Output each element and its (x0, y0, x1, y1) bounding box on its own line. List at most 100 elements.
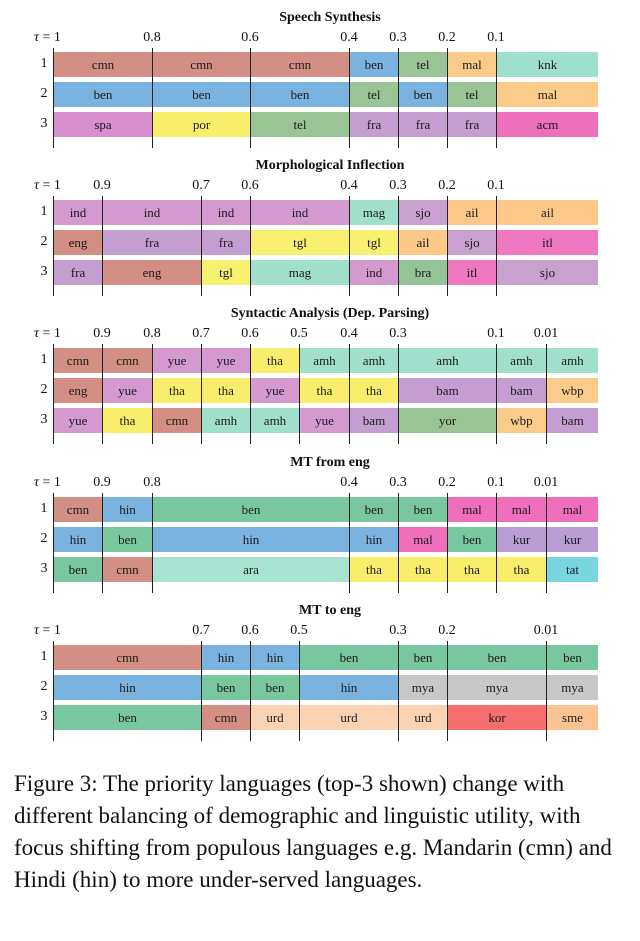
language-cell-itl: itl (497, 230, 598, 255)
language-cell-mal: mal (547, 497, 598, 522)
tick-line (299, 344, 300, 444)
language-cell-cmn: cmn (202, 705, 250, 730)
tau-tick: 0.8 (143, 30, 161, 45)
tau-tick: 0.01 (533, 623, 559, 638)
tick-line (152, 344, 153, 444)
tau-tick: 0.9 (93, 326, 111, 341)
language-cell-ail: ail (399, 230, 447, 255)
language-cell-bra: bra (399, 260, 447, 285)
language-cell-mal: mal (497, 82, 598, 107)
language-cell-bam: bam (547, 408, 598, 433)
language-cell-fra: fra (448, 112, 496, 137)
rank-label: 1 (40, 56, 48, 71)
tick-line (152, 493, 153, 593)
tick-line (250, 641, 251, 741)
language-cell-yue: yue (103, 378, 152, 403)
rank-label: 1 (40, 352, 48, 367)
language-cell-tgl: tgl (251, 230, 349, 255)
tau-tick: 0.4 (340, 30, 358, 45)
language-cell-ben: ben (103, 527, 152, 552)
language-cell-yue: yue (54, 408, 102, 433)
language-cell-mal: mal (448, 497, 496, 522)
tau-tick: 0.6 (241, 623, 259, 638)
language-cell-tel: tel (251, 112, 349, 137)
language-cell-cmn: cmn (251, 52, 349, 77)
language-cell-spa: spa (54, 112, 152, 137)
language-cell-mag: mag (350, 200, 398, 225)
tick-line (53, 196, 54, 296)
tau-label: τ = 1 (34, 623, 61, 638)
language-cell-ind: ind (251, 200, 349, 225)
language-cell-tha: tha (448, 557, 496, 582)
panel-title: MT from eng (290, 455, 370, 470)
language-cell-ben: ben (399, 82, 447, 107)
tau-tick: 0.2 (438, 475, 456, 490)
rank-label: 1 (40, 204, 48, 219)
language-cell-ben: ben (54, 82, 152, 107)
language-cell-ben: ben (448, 527, 496, 552)
tick-line (546, 641, 547, 741)
language-cell-cmn: cmn (54, 497, 102, 522)
language-cell-ail: ail (448, 200, 496, 225)
language-cell-hin: hin (202, 645, 250, 670)
language-cell-ben: ben (54, 705, 201, 730)
tick-line (201, 196, 202, 296)
rank-label: 3 (40, 116, 48, 131)
language-cell-amh: amh (350, 348, 398, 373)
language-cell-mya: mya (448, 675, 546, 700)
tau-tick: 0.3 (389, 326, 407, 341)
language-cell-bam: bam (399, 378, 496, 403)
tau-label: τ = 1 (34, 475, 61, 490)
tau-tick: 0.7 (192, 178, 210, 193)
rank-label: 3 (40, 412, 48, 427)
language-cell-kur: kur (547, 527, 598, 552)
language-cell-fra: fra (202, 230, 250, 255)
rank-label: 1 (40, 649, 48, 664)
language-cell-sjo: sjo (399, 200, 447, 225)
language-cell-tha: tha (350, 378, 398, 403)
tick-line (250, 344, 251, 444)
tick-line (398, 493, 399, 593)
panel-title: Morphological Inflection (255, 158, 405, 173)
language-cell-ben: ben (54, 557, 102, 582)
tau-tick: 0.9 (93, 178, 111, 193)
rank-label: 3 (40, 264, 48, 279)
language-cell-hin: hin (350, 527, 398, 552)
tick-line (349, 344, 350, 444)
tick-line (349, 196, 350, 296)
language-cell-mal: mal (448, 52, 496, 77)
rank-label: 2 (40, 531, 48, 546)
rank-label: 3 (40, 561, 48, 576)
language-cell-yor: yor (399, 408, 496, 433)
tick-line (201, 641, 202, 741)
tau-tick: 0.8 (143, 475, 161, 490)
tick-line (398, 344, 399, 444)
language-cell-itl: itl (448, 260, 496, 285)
tau-tick: 0.2 (438, 30, 456, 45)
language-cell-urd: urd (300, 705, 398, 730)
language-cell-fra: fra (103, 230, 201, 255)
language-cell-kor: kor (448, 705, 546, 730)
tau-tick: 0.7 (192, 326, 210, 341)
tau-tick: 0.1 (487, 30, 505, 45)
language-cell-hin: hin (54, 527, 102, 552)
tick-line (53, 344, 54, 444)
tau-tick: 0.1 (487, 178, 505, 193)
language-cell-amh: amh (202, 408, 250, 433)
language-cell-hin: hin (54, 675, 201, 700)
language-cell-mya: mya (547, 675, 598, 700)
tau-tick: 0.6 (241, 178, 259, 193)
tick-line (250, 48, 251, 148)
language-cell-acm: acm (497, 112, 598, 137)
language-cell-ben: ben (350, 497, 398, 522)
language-cell-hin: hin (300, 675, 398, 700)
panel-title: MT to eng (299, 603, 361, 618)
tau-tick: 0.3 (389, 475, 407, 490)
tau-tick: 0.5 (290, 326, 308, 341)
language-cell-ind: ind (350, 260, 398, 285)
language-cell-urd: urd (399, 705, 447, 730)
tick-line (447, 493, 448, 593)
tau-tick: 0.1 (487, 475, 505, 490)
language-cell-mag: mag (251, 260, 349, 285)
figure-3: Speech Synthesis τ = 1 0.8 0.6 0.4 0.3 0.2 0.1 1… (34, 10, 598, 741)
